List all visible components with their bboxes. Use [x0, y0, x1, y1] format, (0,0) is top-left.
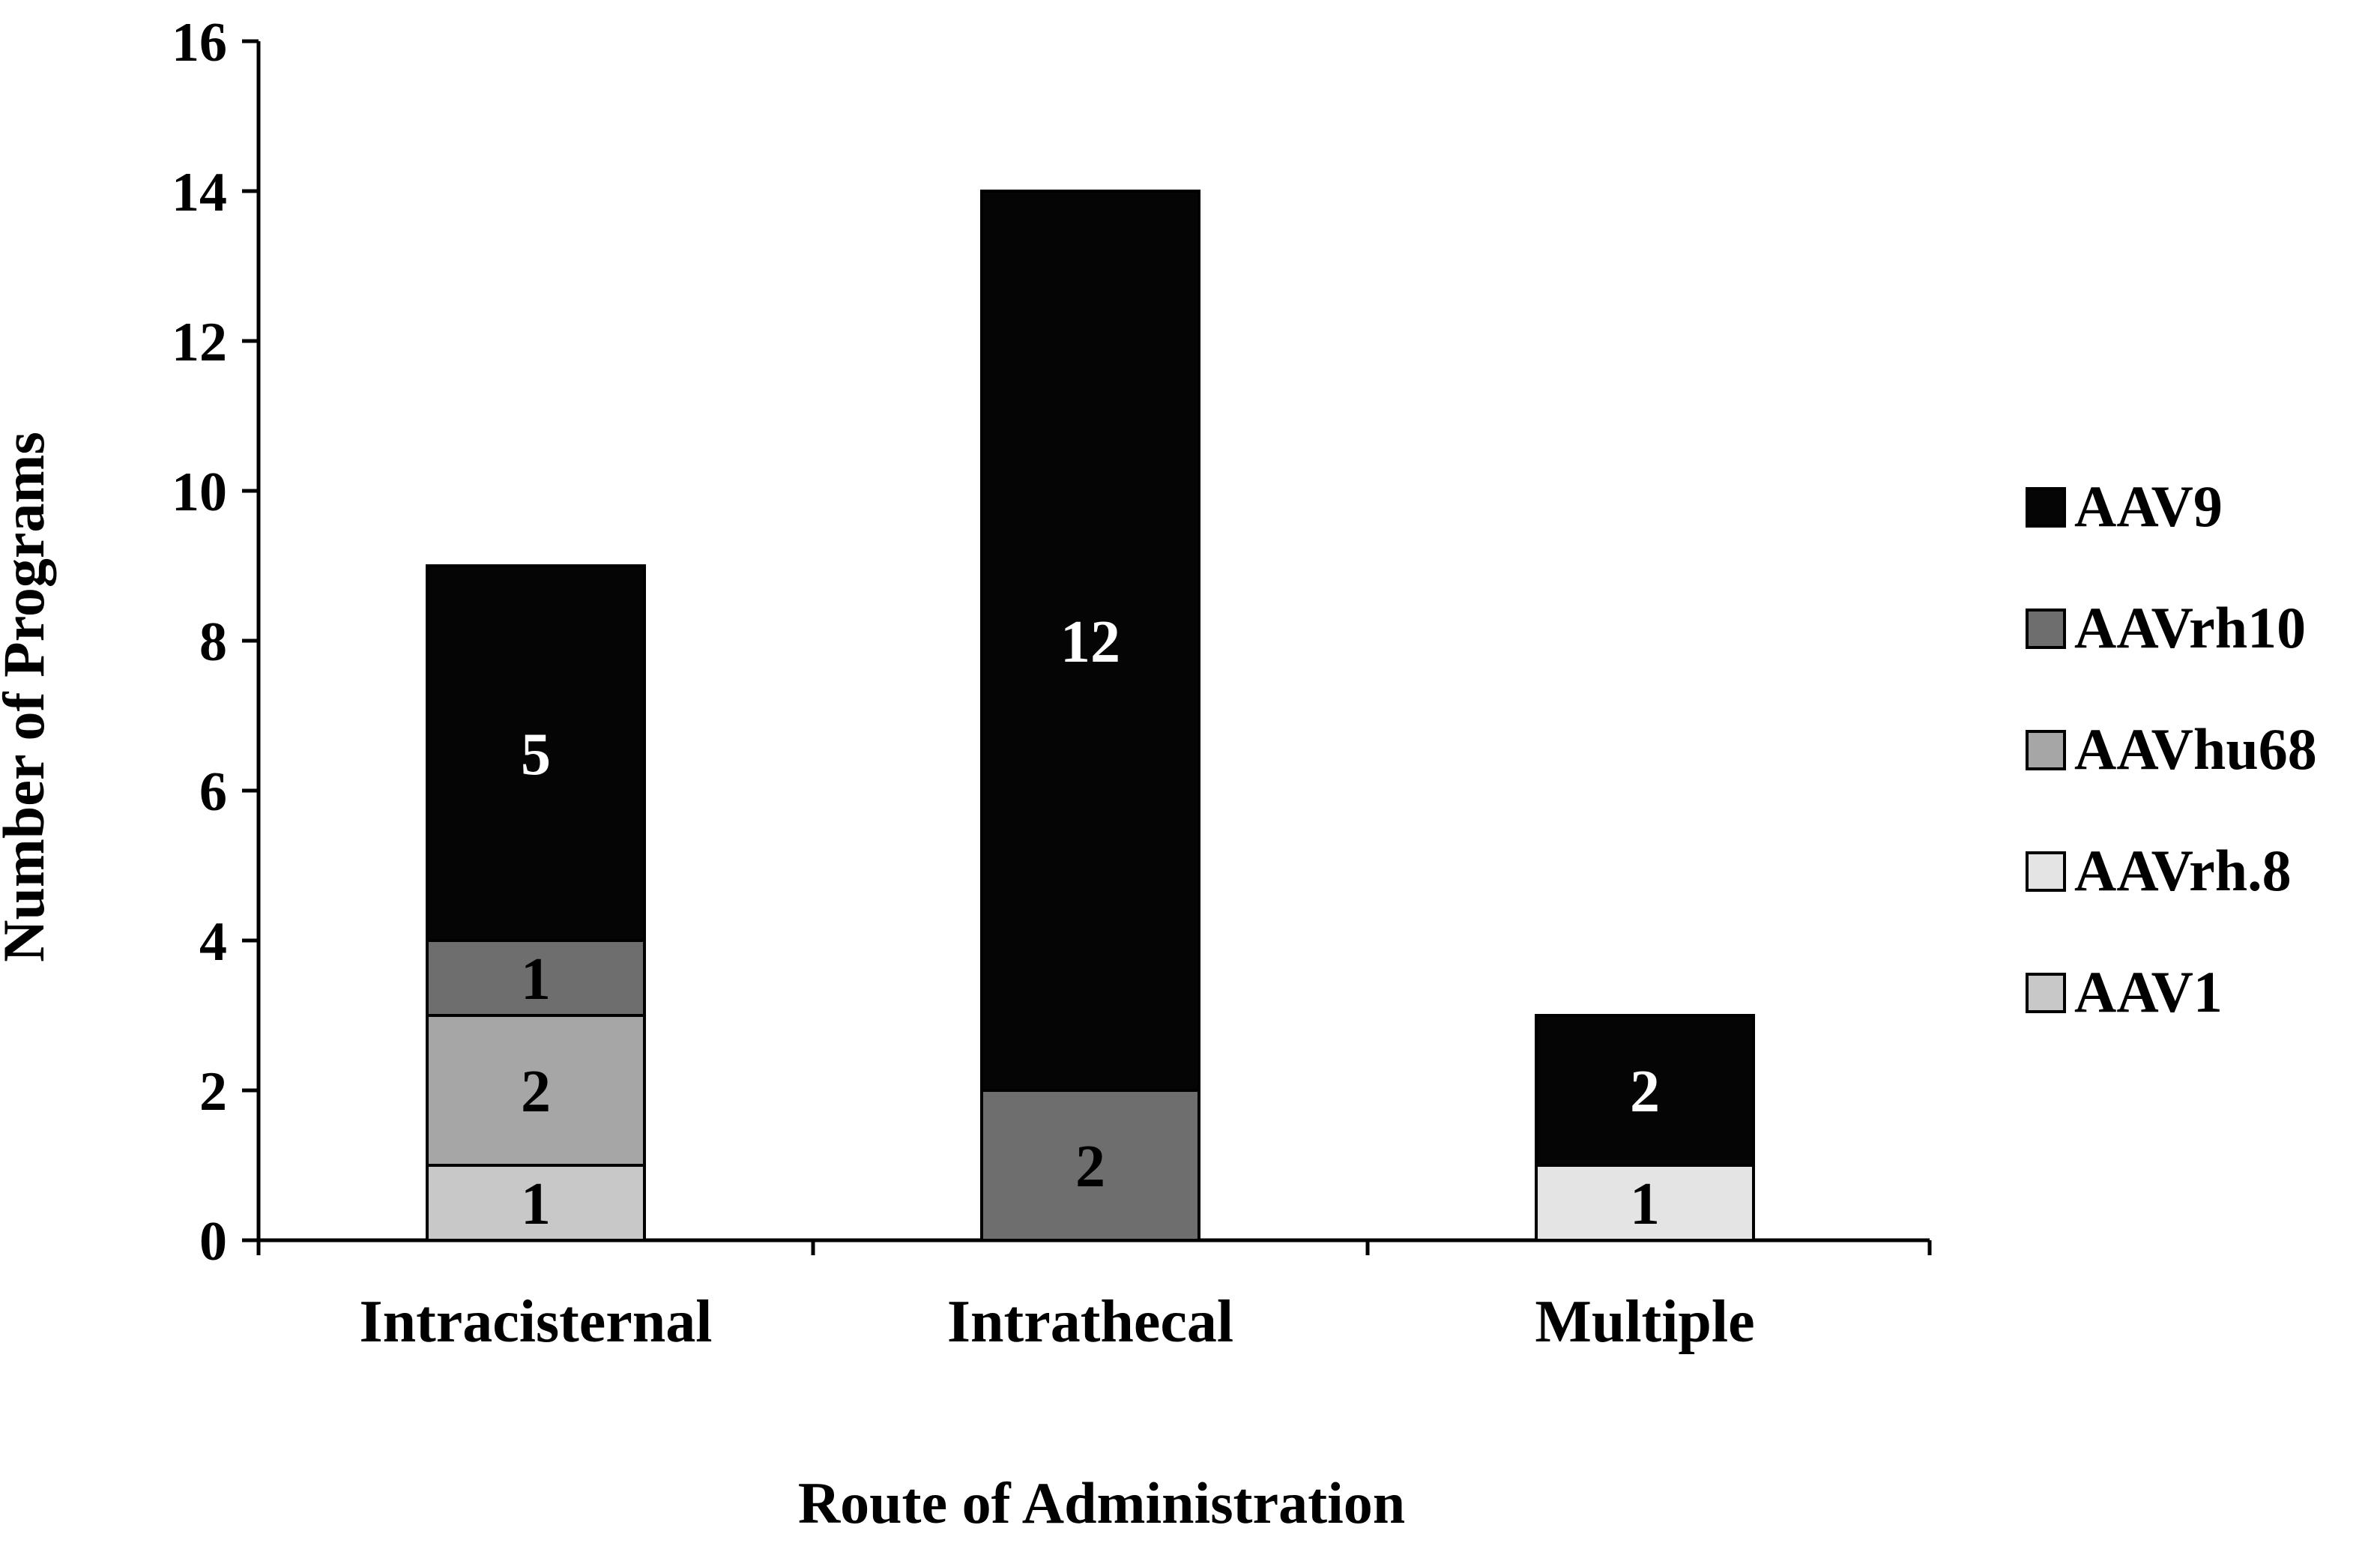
x-tick-label: Multiple [1535, 1289, 1754, 1355]
legend-label: AAVhu68 [2074, 716, 2317, 782]
legend-label: AAVrh10 [2074, 595, 2306, 660]
legend-label: AAVrh.8 [2074, 838, 2292, 903]
bar-segment-aavrh10 [426, 939, 646, 1017]
legend-swatch [2026, 609, 2066, 649]
x-axis-title: Route of Administration [798, 1470, 1405, 1536]
bar-segment-aav9 [980, 190, 1200, 1092]
data-label: 1 [521, 1171, 551, 1237]
legend-swatch [2026, 851, 2066, 892]
bar-segment-aav1 [426, 1164, 646, 1242]
legend: AAV9 AAVrh10 AAVhu68 AAVrh.8 AAV1 [2026, 474, 2317, 1024]
data-label: 2 [1630, 1059, 1660, 1125]
y-tick-label: 2 [199, 1061, 227, 1123]
y-axis-title: Number of Programs [0, 432, 56, 962]
x-tick-label: Intrathecal [947, 1289, 1233, 1355]
y-tick-label: 4 [199, 911, 227, 973]
legend-swatch [2026, 973, 2066, 1013]
bar-segment-aav9 [1535, 1014, 1755, 1167]
y-tick-label: 12 [172, 312, 227, 373]
legend-swatch [2026, 487, 2066, 528]
legend-label: AAV1 [2074, 959, 2223, 1024]
y-tick-label: 0 [199, 1211, 227, 1272]
bar-segment-aavrh10 [980, 1089, 1200, 1242]
data-label: 1 [521, 946, 551, 1012]
bar-segment-aavhu68 [426, 1014, 646, 1167]
bar-segment-aav9 [426, 564, 646, 942]
bar-segment-aavrh8 [1535, 1164, 1755, 1242]
data-label: 12 [1060, 609, 1120, 675]
data-label: 5 [521, 722, 551, 788]
legend-label: AAV9 [2074, 474, 2223, 539]
y-tick-label: 6 [199, 761, 227, 823]
data-label: 2 [1075, 1134, 1105, 1200]
y-tick-label: 10 [172, 462, 227, 523]
data-label: 1 [1630, 1171, 1660, 1237]
legend-swatch [2026, 730, 2066, 770]
y-tick-label: 16 [172, 12, 227, 73]
y-tick-label: 8 [199, 612, 227, 673]
y-tick-label: 14 [172, 162, 227, 223]
data-label: 2 [521, 1059, 551, 1125]
x-tick-label: Intracisternal [359, 1289, 712, 1355]
